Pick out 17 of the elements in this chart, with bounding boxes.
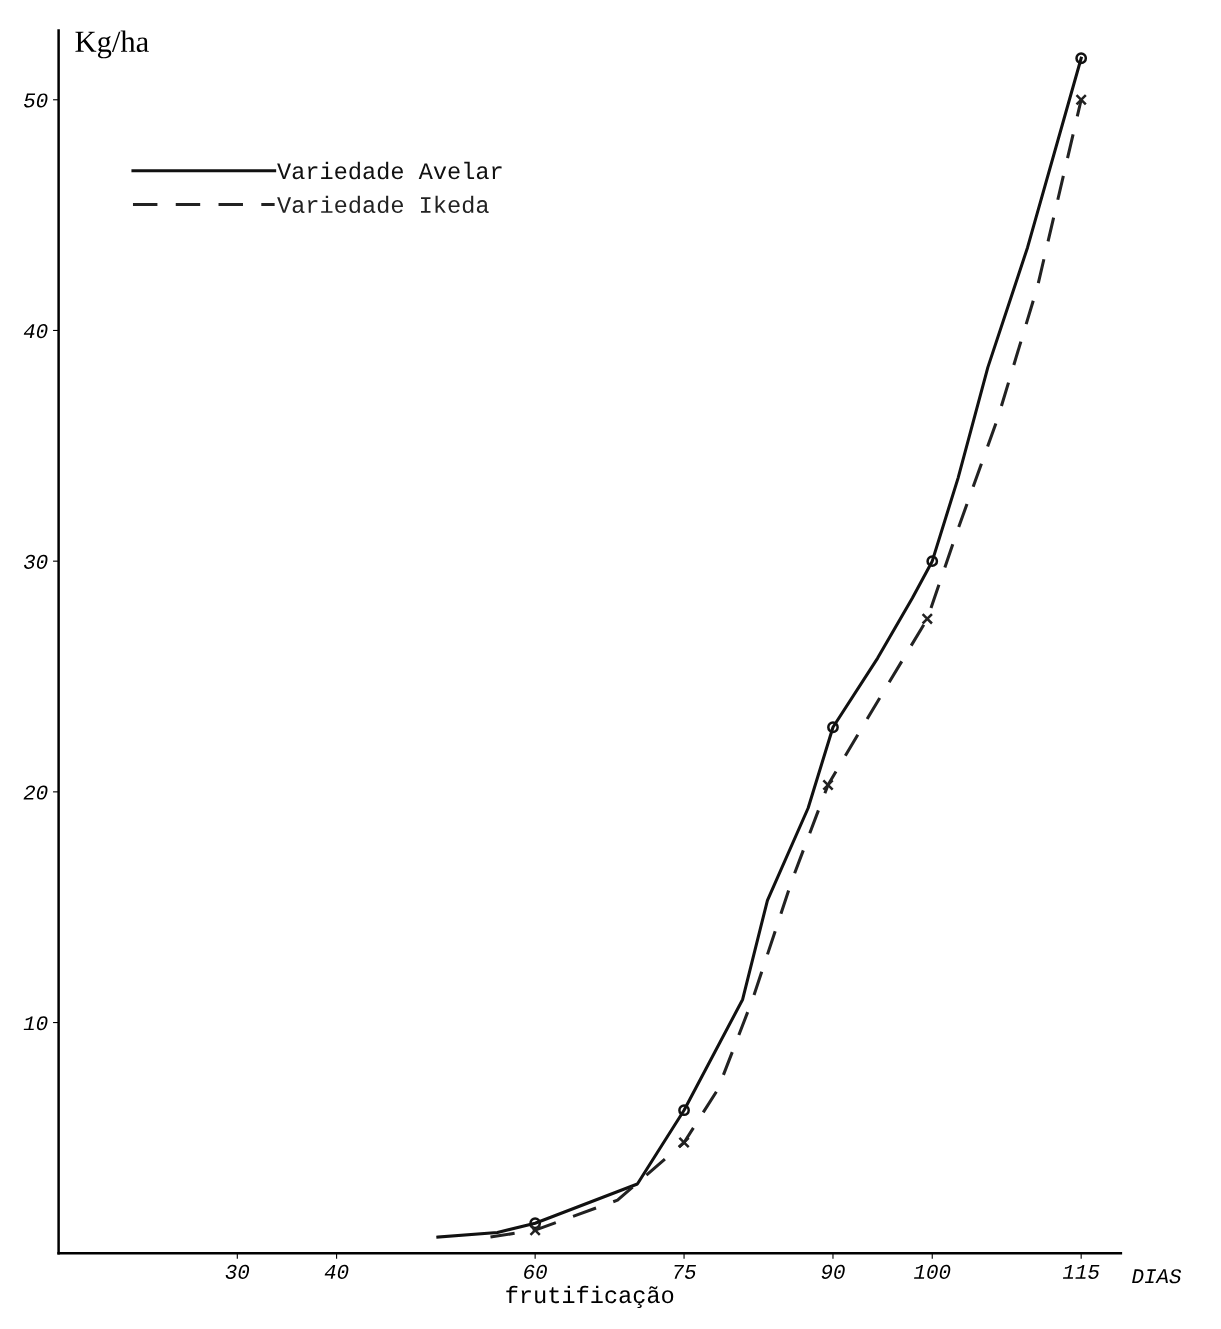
x-tick-label: 100 <box>914 1264 951 1279</box>
text: DIAS <box>1132 1269 1182 1284</box>
y-tick-label: 30 <box>24 554 48 569</box>
y-tick-label: 40 <box>23 324 48 339</box>
x-tick-label: 30 <box>225 1264 250 1279</box>
text: Variedade Avelar <box>277 161 502 180</box>
y-tick-label: 20 <box>23 785 48 800</box>
x-axis-title: frutificação <box>506 1285 674 1309</box>
y-tick-label: 50 <box>24 93 48 108</box>
y-tick-label: 10 <box>23 1016 48 1031</box>
x-tick-label: 60 <box>524 1264 547 1279</box>
x-tick-label: 75 <box>674 1265 696 1279</box>
text: Variedade Ikeda <box>277 195 489 214</box>
x-tick-label: 90 <box>821 1264 845 1279</box>
x-tick-label: 40 <box>324 1264 349 1279</box>
y-axis-title: Kg/ha <box>75 30 149 59</box>
x-tick-label: 115 <box>1062 1265 1100 1279</box>
